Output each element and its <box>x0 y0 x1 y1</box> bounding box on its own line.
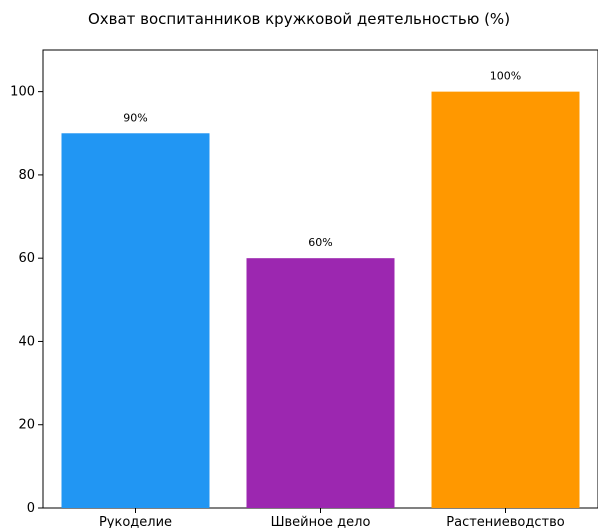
x-tick-label: Швейное дело <box>271 515 371 528</box>
bar-1 <box>61 133 210 509</box>
chart-title: Охват воспитанников кружковой деятельнос… <box>87 10 511 28</box>
data-label: 90% <box>123 111 147 124</box>
y-tick-label: 0 <box>27 501 35 516</box>
data-label: 100% <box>490 70 521 83</box>
bar-2 <box>246 258 395 508</box>
y-tick-label: 40 <box>18 334 35 349</box>
y-axis: 0 20 40 60 80 100 <box>10 85 43 516</box>
data-label: 60% <box>308 236 332 249</box>
y-tick-label: 20 <box>18 418 35 433</box>
x-tick-label: Растениеводство <box>446 515 564 528</box>
x-tick-label: Рукоделие <box>99 515 172 528</box>
y-tick-label: 100 <box>10 85 35 100</box>
x-axis: Рукоделие Швейное дело Растениеводство <box>99 508 565 528</box>
bar-3 <box>431 91 580 509</box>
y-tick-label: 80 <box>18 168 35 183</box>
bars-group: 90% 60% 100% <box>61 70 580 509</box>
y-tick-label: 60 <box>18 251 35 266</box>
